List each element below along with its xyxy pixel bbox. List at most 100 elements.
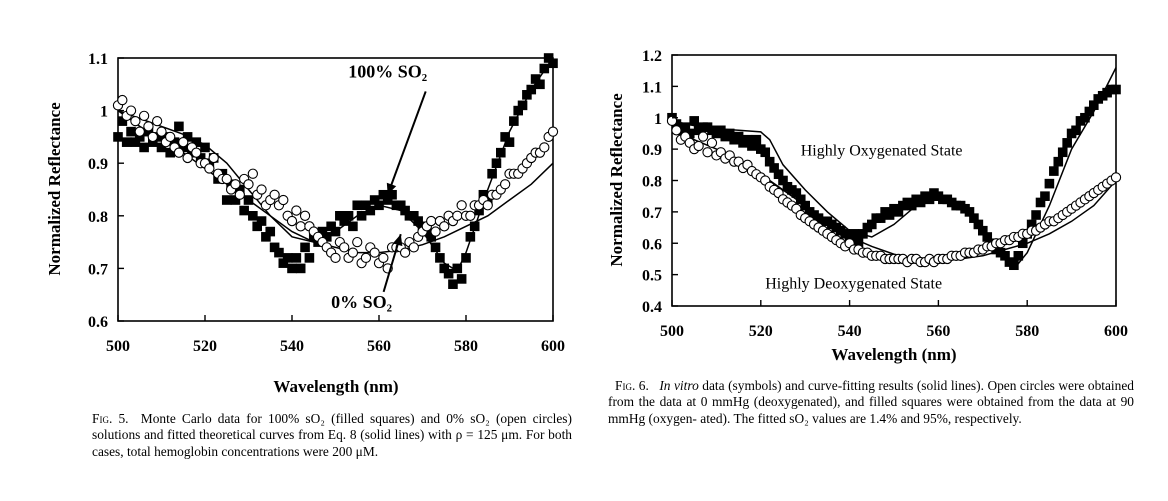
fig6-annotations: Highly Oxygenated State Highly Deoxygenat… [765,142,962,292]
fig5-open-circle-point [399,247,411,258]
fig5-open-circle-point [499,179,511,190]
fig6-filled-square-point [1017,238,1028,249]
fig6-filled-square-point [875,213,886,223]
fig5-filled-square-point [409,211,419,221]
fig5-open-circle-point [173,147,185,158]
fig5-filled-square-point [121,137,132,147]
fig5-filled-square-point [326,221,336,232]
fig5-filled-square-point [382,195,393,205]
fig6-filled-square-point [1111,84,1121,95]
fig6-ytick-label: 0.4 [642,299,662,316]
fig6-filled-square-point [1013,251,1024,261]
fig6-open-circle-point [666,115,678,127]
fig6-filled-square-point [751,134,762,145]
fig6-filled-square-point [1044,178,1055,189]
fig6-xlabel: Wavelength (nm) [831,345,956,364]
fig6-ytick-label: 0.8 [642,174,662,191]
fig5-filled-square-point [252,221,262,232]
fig6-filled-square-point [849,229,859,239]
fig5-filled-square-point [221,195,232,205]
fig6-filled-square-point [791,188,802,198]
fig5-filled-square-point [530,74,541,84]
fig5-filled-square-point [165,147,175,158]
fig5-annotation-2: 0% SO₂ [331,292,392,312]
fig5-caption-line-3: lines) with ρ = 125 μm. For both cases, … [92,427,572,459]
fig5-filled-square-point [248,211,258,221]
fig5-xtick-label: 560 [367,338,391,355]
fig5-open-circle-point [147,131,158,143]
fig5-annotation-1: 100% SO₂ [348,61,427,81]
fig5-open-circle-point [430,226,441,237]
fig5-filled-square-point [487,168,497,179]
fig5-filled-square-point [343,211,354,221]
fig5-ylabel: Normalized Reflectance [45,102,64,276]
fig6-ytick-label: 0.7 [642,205,662,222]
fig6-filled-square-point [1049,166,1059,176]
fig6-filled-square-point [1080,112,1090,123]
fig5-open-circle-point [369,247,380,258]
fig5-filled-square-point [348,221,358,232]
fig5-ytick-label: 0.8 [88,209,108,226]
fig6-filled-square-point [1057,147,1068,158]
fig5-open-circle-point [456,200,467,211]
fig5-filled-square-point [500,132,510,142]
fig6-filled-square-point [680,122,691,132]
fig5-filled-square-point [465,232,476,242]
fig5-filled-square-point [287,263,297,274]
fig5-filled-square-point [117,116,128,126]
fig6-filled-square-point [978,225,988,236]
fig6-filled-square-point [800,200,810,211]
fig5-filled-square-point [456,274,467,284]
fig5-marks [112,53,559,289]
fig6-filled-square-point [689,116,699,126]
fig6-ytick-label: 0.9 [642,142,662,159]
fig6-filled-square-point [778,175,788,186]
fig6-filled-square-point [1089,100,1099,110]
fig5-open-circle-point [482,200,493,211]
fig5-filled-square-point [365,205,376,216]
fig5-open-circle-point [299,210,311,221]
fig5-open-circle-point [182,152,193,164]
fig5-filled-square-point [178,142,189,153]
fig5-open-circle-point [230,179,241,190]
fig6-filled-square-point [742,134,753,145]
fig5-filled-square-point [539,63,550,74]
fig5-filled-square-point [452,263,463,274]
fig6-filled-square-point [769,163,779,173]
fig5-open-circle-point [165,131,176,143]
fig6-xtick-label: 520 [749,323,773,340]
fig5-open-circle-point [151,115,163,127]
fig6-caption: Fig. 6. In vitro data (symbols) and curv… [608,378,1134,427]
fig5-open-circle-point [352,236,363,248]
fig5-ytick-label: 0.6 [88,314,108,331]
fig5-open-circle-point [539,142,550,153]
fig6-filled-square-point [1062,138,1072,148]
fig5-filled-square-point [126,126,136,137]
fig5-filled-square-point [317,226,328,237]
fig5-xtick-label: 540 [280,338,304,355]
fig5-caption-line-4: were 200 μM. [302,443,379,459]
fig5-annotation-arrow-1 [386,91,427,196]
fig5-xtick-label: 500 [106,338,130,355]
fig5-ytick-label: 1.1 [88,51,108,68]
fig5-filled-square-point [195,153,206,163]
fig5-filled-square-point [478,189,489,200]
fig5-filled-square-point [278,258,289,268]
fig6-ytick-label: 1 [654,111,662,128]
fig5-filled-square-point [387,189,397,200]
fig5-ytick-label: 1 [100,104,108,121]
fig6-filled-square-point [671,119,682,129]
fig5-filled-square-point [148,137,158,147]
fig6-caption-line-3: and filled squares were obtained from th… [608,394,1134,426]
fig6-filled-square-point [924,194,935,205]
fig5-filled-square-point [230,195,241,205]
fig5-open-circle-point [360,252,372,264]
fig5-filled-square-point [265,226,276,237]
fig5-filled-square-point [304,253,315,263]
fig5-filled-square-point [378,189,389,200]
fig6-filled-square-point [733,131,744,142]
fig6-ylabel: Normalized Reflectance [607,93,626,267]
fig6-filled-square-point [773,169,784,180]
fig5-filled-square-point [134,132,145,142]
fig6-filled-square-point [964,207,975,217]
